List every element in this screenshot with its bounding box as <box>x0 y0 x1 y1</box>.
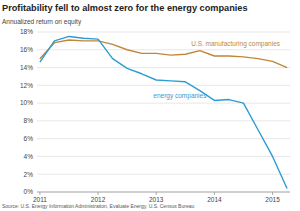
y-tick-label: 2% <box>24 171 34 178</box>
y-tick-label: 14% <box>20 64 33 71</box>
grid-line <box>37 156 290 157</box>
source: Source: U.S. Energy Information Administ… <box>2 203 194 209</box>
y-tick-label: 4% <box>24 153 34 160</box>
grid-line <box>37 32 290 33</box>
x-tick-label: 2015 <box>265 196 280 203</box>
series-label: energy companies <box>153 92 207 100</box>
series-line <box>40 36 287 188</box>
x-tick-label: 2011 <box>33 196 47 203</box>
grid-line <box>37 49 290 50</box>
series-label: U.S. manufacturing companies <box>191 40 281 48</box>
y-tick-label: 16% <box>20 46 33 53</box>
y-tick-label: 12% <box>20 82 33 89</box>
y-axis-label: Annualized return on equity <box>2 18 82 26</box>
grid-line <box>37 174 290 175</box>
plot-area <box>40 36 287 188</box>
x-tick-label: 2013 <box>149 196 164 203</box>
grid-line <box>37 120 290 121</box>
grid-line <box>37 138 290 139</box>
grid-line <box>37 192 290 193</box>
grid-line <box>37 67 290 68</box>
chart: Profitability fell to almost zero for th… <box>0 0 300 211</box>
y-tick-label: 18% <box>20 28 33 35</box>
series-line <box>40 40 287 68</box>
title: Profitability fell to almost zero for th… <box>2 3 248 13</box>
grid-line <box>37 85 290 86</box>
y-tick-label: 10% <box>20 99 33 106</box>
y-tick-label: 8% <box>24 117 34 124</box>
y-tick-label: 6% <box>24 135 34 142</box>
x-tick-label: 2014 <box>207 196 222 203</box>
y-tick-label: 0% <box>24 188 34 195</box>
x-axis-line <box>37 192 290 193</box>
x-tick-label: 2012 <box>91 196 106 203</box>
grid-line <box>37 103 290 104</box>
